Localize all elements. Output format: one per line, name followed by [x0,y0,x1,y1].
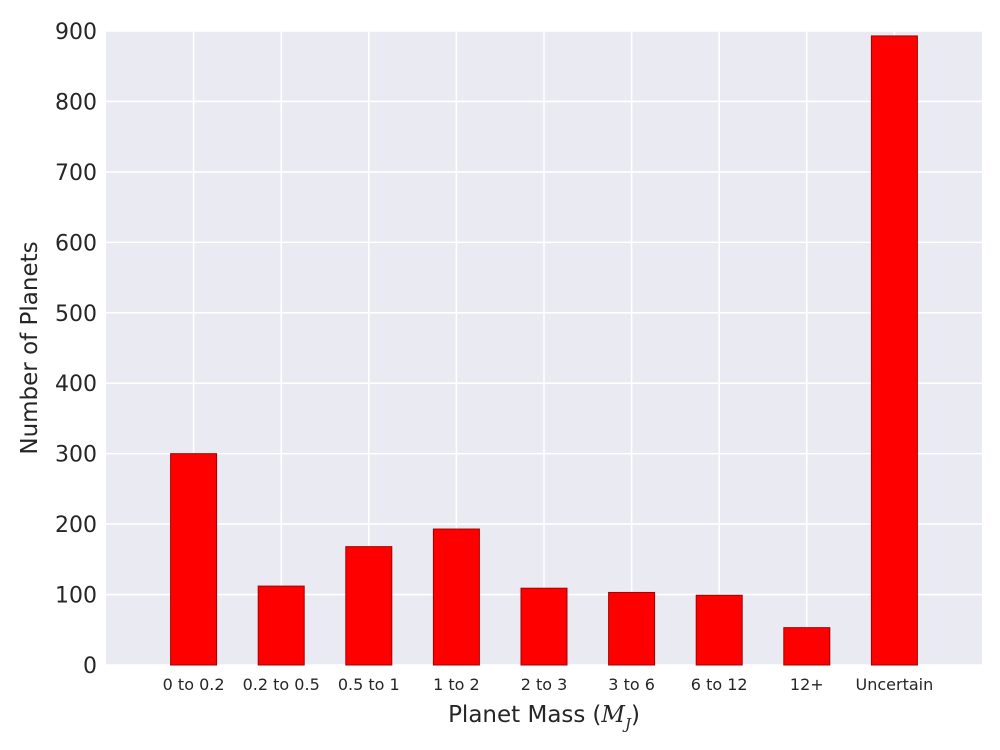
x-tick-label: 0.5 to 1 [338,675,400,694]
x-tick-label: 6 to 12 [691,675,748,694]
y-axis-label: Number of Planets [17,241,43,454]
x-axis-label-unit-sub: J [622,715,632,733]
x-tick-label: Uncertain [856,675,934,694]
bar [783,627,831,666]
y-tick-label: 800 [55,90,97,115]
x-axis-label-paren-close: ) [631,702,640,728]
bars [170,35,918,666]
y-tick-label: 400 [55,372,97,397]
x-axis-label-unit-var: M [600,702,626,728]
bar [170,453,218,666]
bar [257,585,305,666]
y-tick-label: 200 [55,513,97,538]
y-tick-label: 100 [55,584,97,609]
x-axis-label-paren-open: ( [592,702,601,728]
bar [520,587,568,666]
y-tick-label: 600 [55,231,97,256]
x-tick-label: 3 to 6 [608,675,655,694]
x-axis-ticks: 0 to 0.2 0.2 to 0.5 0.5 to 1 1 to 2 2 to 3 3 … [163,675,934,694]
y-tick-label: 0 [83,654,97,679]
y-tick-label: 700 [55,161,97,186]
x-axis-label: Planet Mass (MJ) [448,702,640,733]
bar [870,35,918,666]
x-tick-label: 0.2 to 0.5 [243,675,320,694]
bar [608,591,656,666]
bar [432,528,480,666]
y-tick-label: 900 [55,20,97,45]
x-tick-label: 1 to 2 [433,675,480,694]
y-tick-label: 500 [55,302,97,327]
bar [695,594,743,666]
x-tick-label: 0 to 0.2 [163,675,225,694]
y-tick-label: 300 [55,443,97,468]
y-axis-ticks: 0 100 200 300 400 500 600 700 800 900 [55,20,97,679]
x-tick-label: 2 to 3 [521,675,568,694]
x-tick-label: 12+ [790,675,824,694]
x-axis-label-text: Planet Mass [448,702,585,728]
bar [345,546,393,666]
